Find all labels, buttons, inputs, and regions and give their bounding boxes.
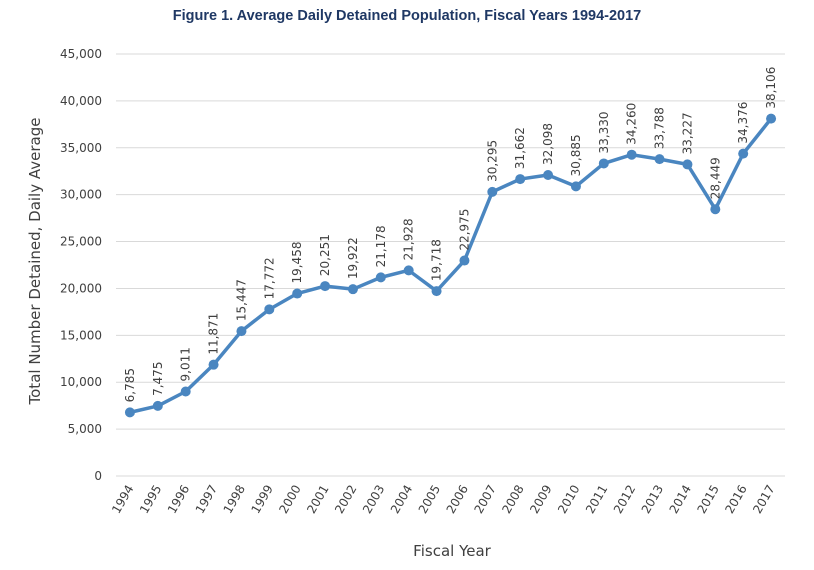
data-label: 33,330 xyxy=(597,111,611,153)
data-point xyxy=(598,158,609,169)
data-label: 7,475 xyxy=(151,362,165,396)
data-point xyxy=(292,288,303,299)
x-tick-label: 2007 xyxy=(472,483,499,516)
data-label: 30,295 xyxy=(485,140,499,182)
data-label: 9,011 xyxy=(179,347,193,381)
data-label: 15,447 xyxy=(234,279,248,321)
x-tick-label: 2004 xyxy=(388,483,415,516)
y-tick-label: 45,000 xyxy=(60,47,102,61)
data-point xyxy=(682,159,693,170)
data-label: 17,772 xyxy=(262,257,276,299)
x-tick-label: 2001 xyxy=(304,483,331,516)
data-point xyxy=(320,281,331,292)
gridlines xyxy=(116,53,785,477)
y-tick-label: 10,000 xyxy=(60,375,102,389)
data-point xyxy=(766,113,777,124)
y-axis-ticks: 0 5,000 10,000 15,000 20,000 25,000 30,000 35,0… xyxy=(60,47,102,483)
y-tick-label: 15,000 xyxy=(60,328,102,342)
y-tick-label: 35,000 xyxy=(60,141,102,155)
data-point xyxy=(515,174,526,185)
data-point xyxy=(403,265,414,276)
data-point xyxy=(626,149,637,160)
y-axis-title: Total Number Detained, Daily Average xyxy=(26,118,44,406)
x-tick-label: 2003 xyxy=(360,483,387,516)
x-tick-label: 1998 xyxy=(221,483,248,516)
series-points xyxy=(124,113,777,418)
data-label: 30,885 xyxy=(569,134,583,176)
x-tick-label: 2011 xyxy=(583,483,610,516)
data-point xyxy=(152,400,163,411)
data-label: 21,928 xyxy=(402,218,416,260)
data-point xyxy=(124,407,135,418)
data-point xyxy=(180,386,191,397)
data-point xyxy=(738,148,749,159)
x-tick-label: 1995 xyxy=(137,483,164,516)
chart-title: Figure 1. Average Daily Detained Populat… xyxy=(172,8,642,24)
x-tick-label: 2014 xyxy=(667,483,694,516)
data-labels: 6,785 7,475 9,011 11,871 15,447 17,772 19,458 2… xyxy=(123,67,778,403)
data-label: 20,251 xyxy=(318,234,332,276)
x-tick-label: 2005 xyxy=(416,483,443,516)
data-point xyxy=(487,186,498,197)
y-tick-label: 30,000 xyxy=(60,188,102,202)
x-axis-title: Fiscal Year xyxy=(413,542,491,560)
y-tick-label: 5,000 xyxy=(68,422,102,436)
data-point xyxy=(710,204,721,215)
data-label: 11,871 xyxy=(207,313,221,355)
data-label: 22,975 xyxy=(457,209,471,251)
data-point xyxy=(543,169,554,180)
y-tick-label: 40,000 xyxy=(60,94,102,108)
series-line xyxy=(129,117,773,415)
x-tick-label: 2013 xyxy=(639,483,666,516)
x-tick-label: 2015 xyxy=(695,483,722,516)
data-label: 31,662 xyxy=(513,127,527,169)
y-tick-label: 20,000 xyxy=(60,281,102,295)
x-tick-label: 2008 xyxy=(499,483,526,516)
x-tick-label: 2016 xyxy=(722,483,749,516)
data-point xyxy=(431,286,442,297)
x-axis-ticks: 1994 1995 1996 1997 1998 1999 2000 2001 2002 2003… xyxy=(109,483,778,516)
data-point xyxy=(375,272,386,283)
x-tick-label: 2000 xyxy=(276,483,303,516)
data-point xyxy=(208,359,219,370)
data-label: 28,449 xyxy=(708,157,722,199)
x-tick-label: 2017 xyxy=(750,483,777,516)
data-point xyxy=(347,284,358,295)
x-tick-label: 1997 xyxy=(193,483,220,516)
data-point xyxy=(264,304,275,315)
series-line-path xyxy=(129,117,773,415)
x-tick-label: 1999 xyxy=(249,483,276,516)
data-label: 6,785 xyxy=(123,368,137,402)
data-label: 33,788 xyxy=(653,107,667,149)
x-tick-label: 2012 xyxy=(611,483,638,516)
data-label: 38,106 xyxy=(764,67,778,109)
data-point xyxy=(236,326,247,337)
x-tick-label: 1996 xyxy=(165,483,192,516)
data-label: 19,922 xyxy=(346,237,360,279)
x-tick-label: 2009 xyxy=(527,483,554,516)
data-label: 34,376 xyxy=(736,102,750,144)
data-label: 32,098 xyxy=(541,123,555,165)
data-point xyxy=(654,154,665,165)
y-tick-label: 25,000 xyxy=(60,235,102,249)
x-tick-label: 2002 xyxy=(332,483,359,516)
data-point xyxy=(459,255,470,266)
data-label: 33,227 xyxy=(680,112,694,154)
data-point xyxy=(570,181,581,192)
x-tick-label: 2010 xyxy=(555,483,582,516)
data-label: 19,718 xyxy=(430,239,444,281)
data-label: 34,260 xyxy=(625,103,639,145)
data-label: 21,178 xyxy=(374,225,388,267)
x-tick-label: 2006 xyxy=(444,483,471,516)
data-label: 19,458 xyxy=(290,242,304,284)
x-tick-label: 1994 xyxy=(109,483,136,516)
y-tick-label: 0 xyxy=(94,469,102,483)
